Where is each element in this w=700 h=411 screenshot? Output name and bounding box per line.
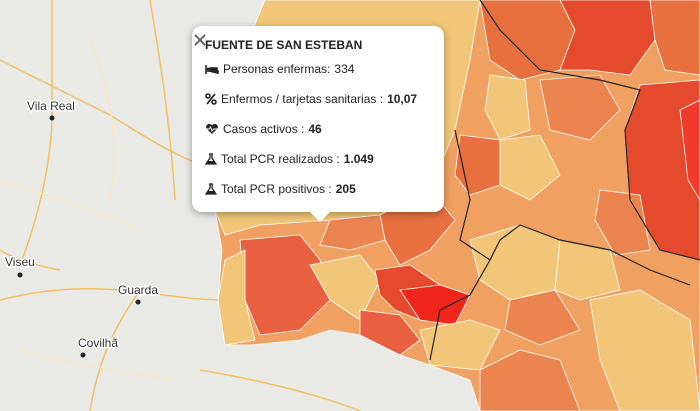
bed-icon — [205, 65, 219, 74]
popup-row: Casos activos :46 — [205, 122, 322, 136]
close-button[interactable] — [192, 32, 208, 48]
row-value: 205 — [335, 182, 356, 196]
popup-row: Total PCR realizados :1.049 — [205, 152, 374, 166]
info-popup: FUENTE DE SAN ESTEBAN Personas enfermas:… — [192, 26, 444, 222]
city-label: Guarda — [118, 283, 158, 297]
row-value: 334 — [334, 62, 355, 76]
row-value: 46 — [308, 122, 322, 136]
row-label: Casos activos : — [223, 122, 305, 136]
heartbeat-icon — [206, 123, 218, 134]
popup-title: FUENTE DE SAN ESTEBAN — [205, 38, 363, 52]
row-value: 1.049 — [343, 152, 374, 166]
city-label: Vila Real — [27, 99, 75, 113]
flask-icon — [205, 183, 217, 195]
row-label: Enfermos / tarjetas sanitarias : — [221, 92, 384, 106]
row-label: Total PCR realizados : — [221, 152, 340, 166]
city-markers — [17, 115, 141, 358]
popup-row: Enfermos / tarjetas sanitarias :10,07 — [205, 92, 417, 106]
city-label: Viseu — [5, 255, 35, 269]
row-label: Personas enfermas: — [223, 62, 331, 76]
row-label: Total PCR positivos : — [221, 182, 332, 196]
row-value: 10,07 — [387, 92, 418, 106]
city-label: Covilhã — [78, 336, 118, 350]
flask-icon — [205, 153, 217, 165]
base-roads — [0, 0, 361, 411]
popup-row: Personas enfermas: 334 — [205, 62, 354, 76]
popup-row: Total PCR positivos :205 — [205, 182, 356, 196]
province-borders — [429, 0, 700, 361]
percent-icon — [205, 93, 217, 105]
